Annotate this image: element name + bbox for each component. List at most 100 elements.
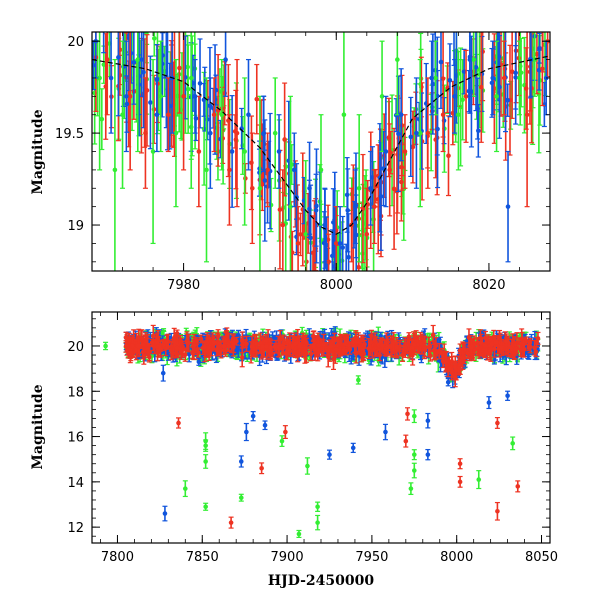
top-point-blue [197,81,203,86]
top-point-red [540,21,545,26]
top-point-red [254,96,260,102]
top-point-red [540,66,545,72]
top-point-green [242,149,247,154]
top-point-blue [452,25,457,30]
top-point-green [99,116,105,122]
top-point-green [318,167,324,173]
top-xtick-label: 7980 [167,278,200,293]
top-point-blue [246,112,251,118]
top-point-red [479,84,484,90]
top-point-blue [208,130,213,136]
top-point-red [425,130,431,136]
top-point-red [227,167,232,173]
top-point-green [517,75,522,81]
top-point-red [250,185,255,191]
top-point-blue [92,62,96,68]
top-point-red [298,232,303,237]
top-ytick-label: 19 [67,219,84,234]
top-point-green [494,94,499,99]
top-point-green [379,94,385,99]
top-point-green [158,94,163,99]
top-point-blue [353,204,358,209]
top-point-red [387,167,393,173]
top-point-blue [229,149,235,154]
top-point-blue [307,185,312,191]
top-point-blue [396,131,401,137]
top-xtick-label: 8020 [472,278,505,293]
top-point-green [537,11,542,16]
top-point-red [391,186,397,192]
top-point-blue [262,178,268,183]
top-point-blue [398,112,404,118]
top-point-red [234,130,240,136]
top-point-blue [322,222,328,228]
top-point-red [524,112,530,118]
top-point-blue [476,128,481,134]
top-point-blue [101,23,106,28]
top-point-blue [291,167,297,173]
top-point-green [257,185,263,191]
top-point-red [181,94,186,99]
top-point-red [196,149,202,154]
top-point-blue [330,253,335,259]
top-point-green [341,112,347,118]
top-point-green [120,112,125,118]
top-point-blue [513,75,518,80]
top-point-red [364,231,370,237]
top-point-red [295,241,301,246]
top-point-green [433,75,438,81]
top-point-blue [314,203,319,209]
top-point-blue [124,94,129,99]
top-point-green [272,130,278,136]
top-point-red [280,222,286,228]
top-point-red [166,112,171,118]
top-point-green [356,185,362,191]
top-point-blue [505,97,510,103]
top-point-red [311,278,316,283]
top-point-blue [408,134,414,140]
top-point-green [204,167,209,173]
top-point-blue [429,75,434,81]
top-point-blue [346,254,351,260]
top-point-blue [344,192,350,198]
top-point-red [463,94,469,99]
top-point-red [265,167,270,173]
top-point-red [104,57,110,62]
top-point-green [97,75,102,81]
top-point-blue [148,100,153,105]
top-point-red [143,130,148,136]
top-point-red [509,69,515,75]
top-point-blue [139,57,144,62]
top-point-red [410,144,416,150]
top-xtick-label: 8000 [320,278,353,293]
top-point-red [177,65,182,71]
top-point-red [277,207,283,212]
top-point-blue [467,57,473,62]
top-point-blue [505,204,511,209]
top-point-blue [383,149,389,154]
top-point-blue [344,273,349,278]
top-point-green [288,204,293,209]
top-point-green [152,36,157,41]
top-point-green [173,130,179,136]
top-panel: 7980 8000 8020 19 19.5 20 Magnitude [30,11,551,293]
bottom-data-marks [103,324,541,538]
top-point-blue [108,75,114,81]
top-point-green [460,97,465,103]
top-point-blue [192,94,198,99]
top-point-green [303,231,309,237]
top-point-red [282,137,287,142]
top-model-curve [92,55,550,235]
top-point-red [356,264,362,270]
top-point-green [417,130,423,136]
top-point-green [135,57,141,62]
top-point-blue [154,112,160,118]
top-point-blue [308,235,313,241]
top-point-blue [438,59,444,65]
top-point-blue [447,77,453,83]
top-point-green [219,112,225,118]
top-point-blue [165,86,170,92]
top-point-blue [414,130,419,136]
top-point-red [440,112,446,118]
